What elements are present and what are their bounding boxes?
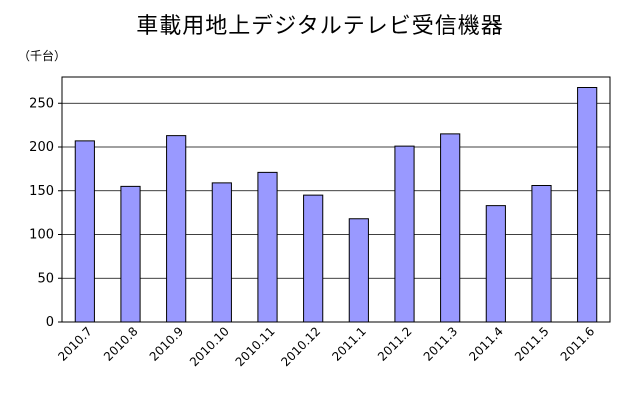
y-tick-label: 150 (29, 184, 54, 199)
x-tick-label: 2011.6 (558, 324, 598, 364)
bar (211, 182, 232, 323)
bar (394, 145, 415, 323)
y-tick-label: 50 (37, 271, 54, 286)
x-tick-label: 2010.9 (147, 324, 187, 364)
plot-area (61, 76, 611, 323)
x-tick-label: 2011.3 (421, 324, 461, 364)
bars (74, 87, 598, 323)
bar (74, 140, 95, 323)
y-tick-label: 200 (29, 140, 54, 155)
y-tick-label: 250 (29, 96, 54, 111)
x-tick-label: 2010.7 (55, 324, 95, 364)
x-tick-label: 2011.2 (375, 324, 415, 364)
bar (166, 135, 187, 323)
bar (440, 133, 461, 323)
bar (531, 185, 552, 323)
x-tick-label: 2010.12 (278, 324, 323, 369)
x-tick-label: 2010.8 (101, 324, 141, 364)
bar (303, 194, 324, 323)
y-axis-ticks: 0 50 100 150 200 250 (29, 96, 62, 330)
y-tick-label: 0 (46, 315, 54, 330)
y-tick-label: 100 (29, 228, 54, 243)
x-tick-label: 2010.11 (233, 324, 278, 369)
gridlines (62, 102, 610, 279)
x-tick-label: 2011.4 (466, 324, 506, 364)
chart-title: 車載用地上デジタルテレビ受信機器 (136, 14, 504, 39)
bar (120, 185, 141, 323)
bar (348, 218, 369, 323)
bar (257, 171, 278, 323)
x-tick-label: 2011.5 (512, 324, 552, 364)
x-tick-label: 2010.10 (187, 324, 232, 369)
bar (485, 205, 506, 323)
y-axis-unit-label: （千台） (18, 49, 67, 63)
x-axis-ticks: 2010.7 2010.8 2010.9 2010.10 2010.11 2010.12 2… (55, 324, 597, 369)
x-tick-label: 2011.1 (329, 324, 369, 364)
bar (577, 87, 598, 323)
